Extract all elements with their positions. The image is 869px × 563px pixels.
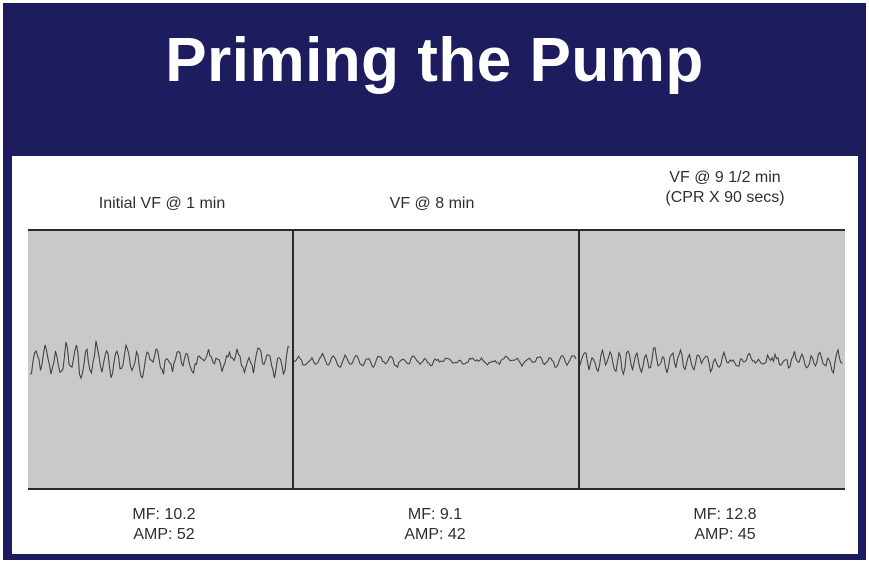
panel-1-mf: MF: 10.2	[132, 506, 196, 523]
ecg-strip	[28, 229, 845, 490]
panel-3-mf: MF: 12.8	[693, 506, 757, 523]
panel-3-amp: AMP: 45	[694, 526, 756, 543]
panel-2-header-label: VF @ 8 min	[389, 195, 475, 212]
panel-2-amp: AMP: 42	[404, 526, 466, 543]
panel-3-metrics: MF: 12.8 AMP: 45	[625, 505, 825, 545]
panel-divider-2	[578, 231, 580, 488]
slide: Priming the Pump Initial VF @ 1 min VF @…	[3, 3, 866, 560]
trace-segment-2	[293, 352, 577, 369]
panel-2-mf: MF: 9.1	[407, 506, 463, 523]
ecg-trace	[29, 340, 843, 380]
panel-3-header: VF @ 9 1/2 min (CPR X 90 secs)	[610, 168, 840, 208]
ecg-panel: Initial VF @ 1 min VF @ 8 min VF @ 9 1/2…	[12, 156, 858, 554]
panel-3-header-label: VF @ 9 1/2 min	[669, 169, 781, 186]
panel-1-metrics: MF: 10.2 AMP: 52	[64, 505, 264, 545]
slide-title: Priming the Pump	[165, 26, 704, 95]
panel-3-header-sublabel: (CPR X 90 secs)	[665, 189, 785, 206]
panel-2-header: VF @ 8 min	[322, 194, 542, 214]
panel-2-metrics: MF: 9.1 AMP: 42	[335, 505, 535, 545]
panel-divider-1	[292, 231, 294, 488]
trace-segment-1	[29, 340, 290, 380]
panel-1-header-label: Initial VF @ 1 min	[98, 195, 226, 212]
panel-1-header: Initial VF @ 1 min	[52, 194, 272, 214]
panel-1-amp: AMP: 52	[133, 526, 195, 543]
trace-segment-3	[579, 347, 843, 376]
